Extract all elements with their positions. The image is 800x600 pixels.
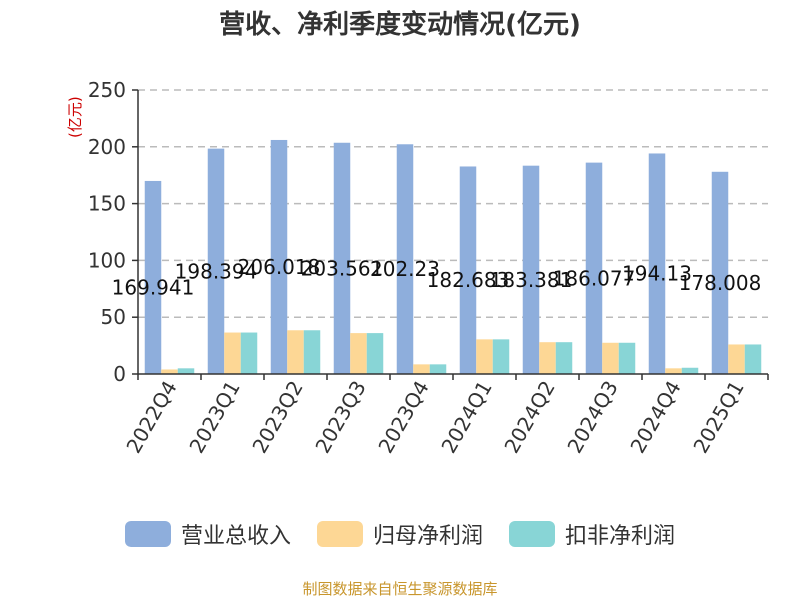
y-tick-label: 50	[101, 305, 126, 329]
bar	[413, 364, 430, 374]
x-tick-label: 2023Q2	[247, 377, 307, 458]
bar	[522, 165, 540, 374]
legend: 营业总收入 归母净利润 扣非净利润	[0, 518, 800, 550]
bar	[648, 153, 666, 374]
bar	[161, 369, 178, 374]
bar	[618, 342, 636, 374]
bar	[144, 180, 162, 374]
y-tick-label: 250	[88, 78, 126, 102]
x-tick-label: 2023Q1	[184, 377, 244, 458]
legend-item[interactable]: 扣非净利润	[509, 518, 675, 550]
bars	[144, 139, 762, 374]
bar	[240, 332, 258, 374]
legend-swatch	[509, 521, 555, 547]
x-tick-label: 2023Q3	[310, 377, 370, 458]
data-label: 186.077	[553, 266, 636, 290]
bar	[224, 332, 241, 374]
bar	[585, 162, 603, 374]
data-labels: 169.941198.394206.018203.561202.23182.68…	[112, 255, 762, 299]
bar	[665, 368, 682, 374]
bar	[728, 344, 745, 374]
chart-title: 营收、净利季度变动情况(亿元)	[219, 10, 581, 40]
data-label: 182.683	[427, 268, 510, 292]
bar	[177, 368, 195, 374]
y-tick-label: 200	[88, 135, 126, 159]
bar	[681, 367, 699, 374]
data-label: 194.13	[622, 262, 692, 286]
bar	[396, 144, 414, 374]
bar	[539, 342, 556, 374]
bar	[429, 364, 447, 374]
source-note: 制图数据来自恒生聚源数据库	[302, 580, 498, 598]
bar	[270, 139, 288, 374]
grid-lines	[138, 89, 768, 318]
x-tick-label: 2024Q1	[436, 377, 496, 458]
data-label: 202.23	[370, 257, 440, 281]
legend-item[interactable]: 营业总收入	[124, 518, 291, 550]
bar	[350, 333, 367, 374]
legend-label: 扣非净利润	[565, 524, 676, 549]
bar	[303, 330, 321, 374]
x-tick-label: 2024Q4	[625, 377, 685, 458]
x-tick-label: 2023Q4	[373, 377, 433, 458]
bar	[744, 344, 762, 374]
data-label: 206.018	[238, 255, 321, 279]
legend-swatch	[316, 521, 363, 547]
legend-item[interactable]: 归母净利润	[316, 518, 483, 550]
y-axis-unit-label: (亿元)	[66, 96, 84, 138]
legend-label: 营业总收入	[180, 524, 291, 549]
data-label: 178.008	[679, 271, 762, 295]
x-tick-label: 2024Q2	[499, 377, 559, 458]
x-tick-label: 2022Q4	[121, 377, 181, 458]
bar	[602, 342, 619, 374]
bar	[333, 142, 351, 374]
data-label: 203.561	[301, 256, 384, 280]
bar	[287, 330, 304, 374]
legend-swatch	[124, 521, 171, 547]
data-label: 198.394	[175, 259, 258, 283]
bar	[476, 339, 493, 374]
bar	[366, 333, 384, 374]
y-tick-label: 150	[88, 192, 126, 216]
bar	[711, 171, 729, 374]
x-tick-label: 2025Q1	[688, 377, 748, 458]
bar	[459, 166, 477, 374]
bar	[207, 148, 225, 374]
y-tick-label: 0	[113, 362, 126, 386]
data-label: 169.941	[112, 275, 195, 299]
bar	[555, 342, 573, 374]
data-label: 183.381	[490, 268, 573, 292]
bar	[492, 339, 510, 374]
x-tick-label: 2024Q3	[562, 377, 622, 458]
legend-label: 归母净利润	[372, 524, 483, 549]
y-tick-label: 100	[88, 248, 126, 272]
